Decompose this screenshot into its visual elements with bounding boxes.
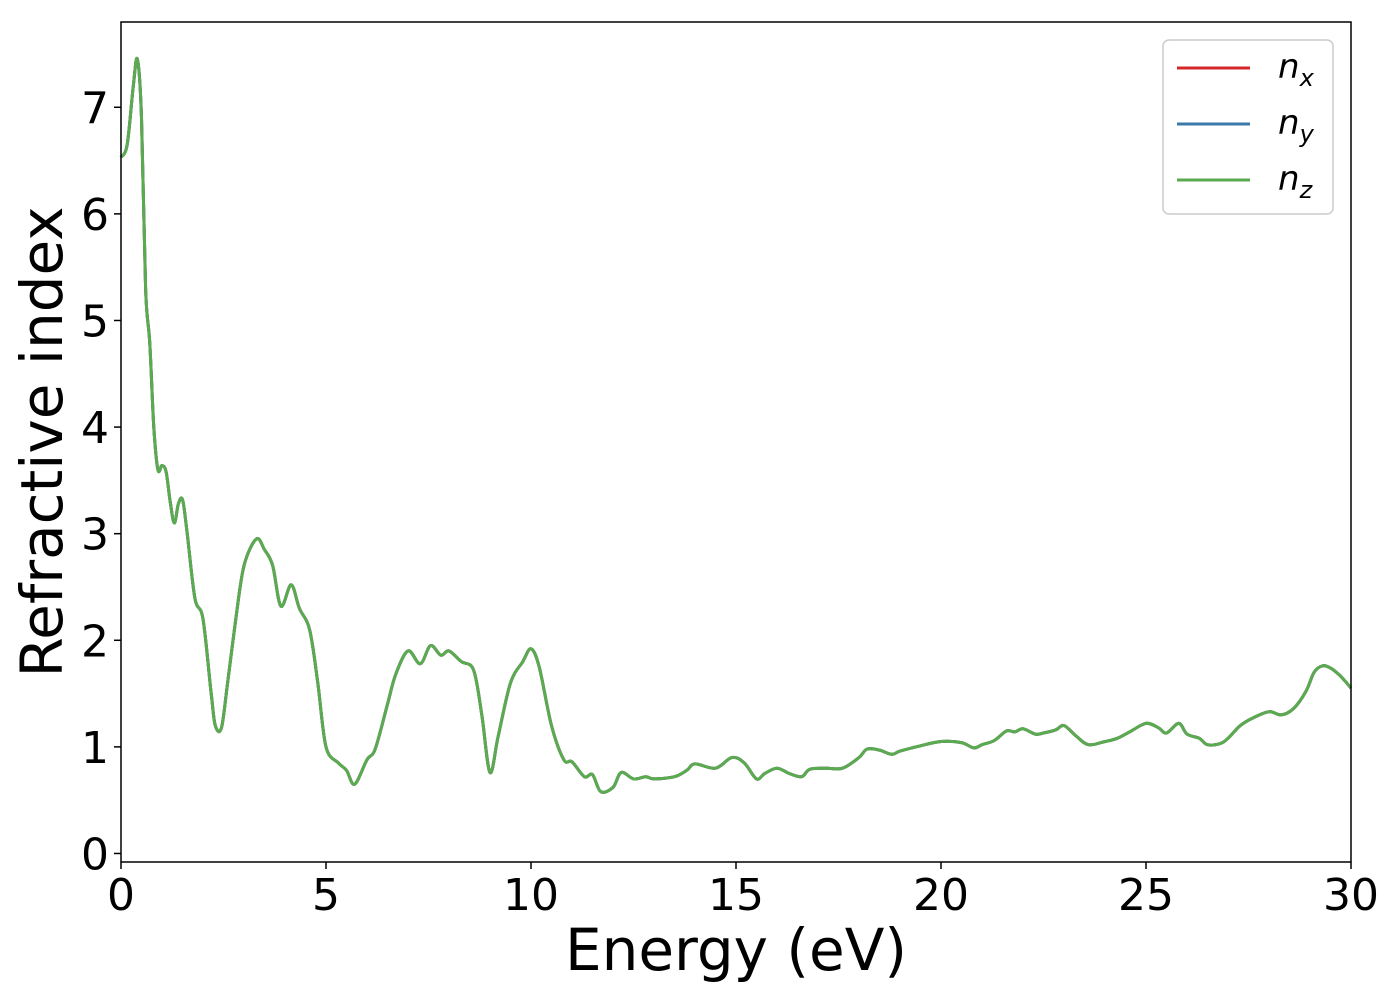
series-line-n_z [119,56,1353,794]
y-tick-label: 6 [81,190,109,241]
x-axis-label: Energy (eV) [565,916,907,984]
y-tick-label: 4 [81,403,109,454]
legend-label-n_x: nx [1278,47,1315,92]
y-tick-label: 7 [81,83,109,134]
x-axis-ticks: 0 5 10 15 20 25 30 [107,862,1379,921]
x-tick-label: 15 [708,870,764,921]
legend-label-n_z: nz [1278,159,1314,204]
x-tick-label: 0 [107,870,135,921]
legend-box [1162,39,1334,215]
y-tick-label: 1 [81,723,109,774]
series-layer [119,56,1353,794]
x-tick-label: 10 [503,870,559,921]
y-tick-label: 2 [81,616,109,667]
y-axis-label: Refractive index [8,206,76,677]
x-tick-label: 5 [312,870,340,921]
x-tick-label: 20 [913,870,969,921]
y-tick-label: 0 [81,829,109,880]
y-axis-ticks: 0 1 2 3 4 5 6 7 [81,83,121,880]
y-tick-label: 3 [81,510,109,561]
x-tick-label: 30 [1323,870,1379,921]
legend: nx ny nz [1162,39,1334,215]
legend-label-n_y: ny [1278,103,1315,148]
x-tick-label: 25 [1118,870,1174,921]
legend-entries: nx ny nz [1177,47,1315,204]
y-tick-label: 5 [81,296,109,347]
